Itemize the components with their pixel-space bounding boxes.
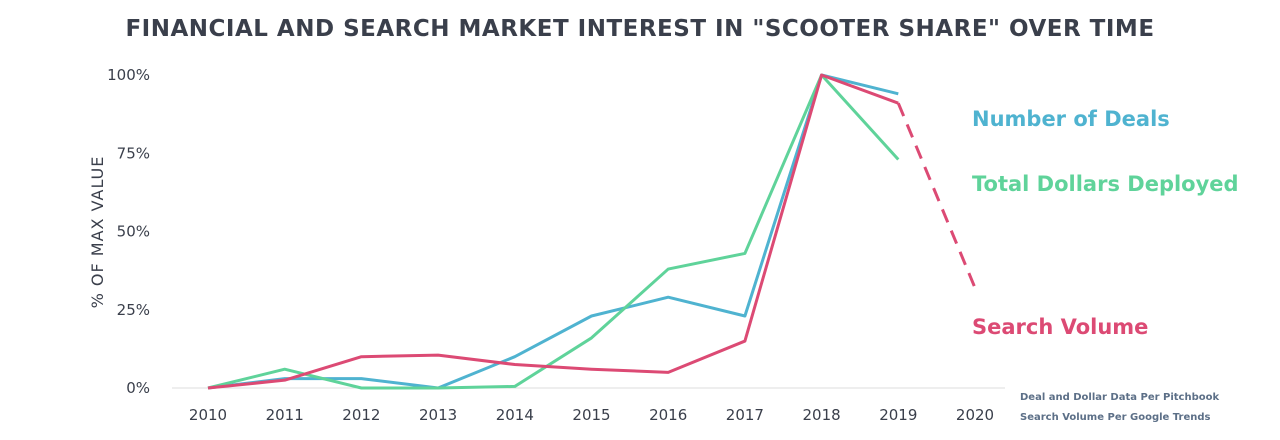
y-tick-label: 100% [107, 66, 150, 84]
x-tick-label: 2010 [189, 406, 227, 424]
series-line [207, 73, 899, 390]
series-projection-line [896, 102, 977, 289]
x-tick-labels: 2010 2011 2012 2013 2014 2015 2016 2017 2018 2019… [189, 406, 994, 424]
legend-search-volume: Search Volume [972, 315, 1148, 339]
series-line [207, 73, 899, 390]
y-tick-labels: 0% 25% 50% 75% 100% [107, 66, 150, 397]
x-tick-label: 2014 [496, 406, 534, 424]
y-tick-label: 75% [117, 144, 150, 162]
legend-total-dollars-deployed: Total Dollars Deployed [972, 172, 1239, 196]
source-note-google-trends: Search Volume Per Google Trends [1020, 412, 1211, 423]
y-tick-label: 25% [117, 301, 150, 319]
x-tick-label: 2016 [649, 406, 687, 424]
x-tick-label: 2019 [879, 406, 917, 424]
source-note-pitchbook: Deal and Dollar Data Per Pitchbook [1020, 392, 1220, 403]
y-tick-label: 50% [117, 223, 150, 241]
y-tick-label: 0% [126, 379, 150, 397]
x-tick-label: 2015 [572, 406, 610, 424]
series-line [207, 73, 900, 390]
y-axis-label: % OF MAX VALUE [88, 156, 107, 309]
x-tick-label: 2012 [342, 406, 380, 424]
x-tick-label: 2011 [266, 406, 304, 424]
legend-number-of-deals: Number of Deals [972, 107, 1170, 131]
x-tick-label: 2018 [803, 406, 841, 424]
x-tick-label: 2017 [726, 406, 764, 424]
chart-title: FINANCIAL AND SEARCH MARKET INTEREST IN … [125, 16, 1154, 42]
series-lines [207, 73, 977, 390]
x-tick-label: 2020 [956, 406, 994, 424]
x-tick-label: 2013 [419, 406, 457, 424]
